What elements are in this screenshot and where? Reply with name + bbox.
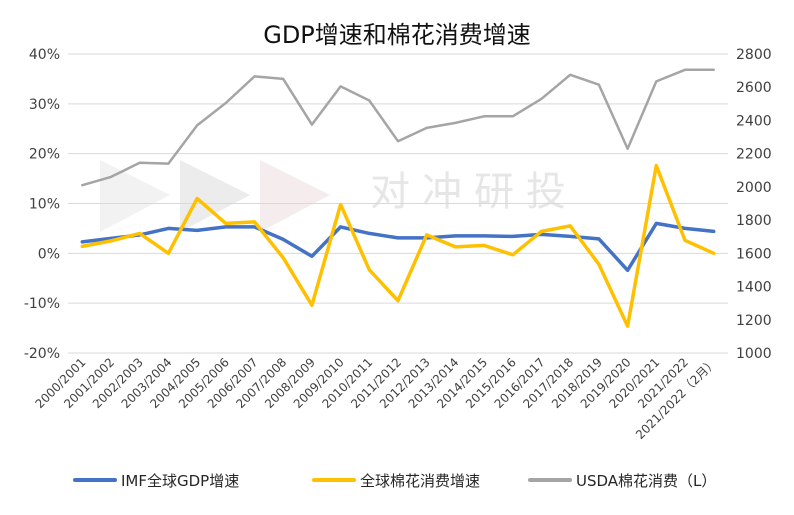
- legend: IMF全球GDP增速 全球棉花消费增速 USDA棉花消费（L）: [73, 472, 716, 490]
- right-tick-label: 2800: [736, 47, 772, 63]
- right-tick-label: 1000: [736, 346, 772, 362]
- right-tick-label: 2600: [736, 80, 772, 96]
- left-tick-label: 0%: [38, 246, 60, 262]
- right-tick-label: 1600: [736, 246, 772, 262]
- left-axis: 40% 30% 20% 10% 0% -10% -20%: [24, 47, 60, 362]
- left-tick-label: -10%: [24, 296, 60, 312]
- right-tick-label: 2200: [736, 147, 772, 163]
- left-tick-label: 10%: [29, 197, 60, 213]
- watermark-text: 对冲研投: [370, 169, 578, 215]
- series-lines: [80, 68, 716, 328]
- watermark-logo-center: [180, 160, 250, 232]
- chart-title: GDP增速和棉花消费增速: [263, 21, 531, 49]
- right-tick-label: 1200: [736, 313, 772, 329]
- watermark-logo-left: [100, 160, 170, 232]
- right-axis: 2800 2600 2400 2200 2000 1800 1600 1400 1200 1000: [736, 47, 772, 362]
- right-tick-label: 1400: [736, 280, 772, 296]
- watermark: 对冲研投: [100, 160, 578, 232]
- left-tick-label: 20%: [29, 147, 60, 163]
- right-tick-label: 2000: [736, 180, 772, 196]
- watermark-logo-right: [260, 160, 330, 232]
- legend-label: 全球棉花消费增速: [360, 472, 480, 490]
- series-line-3: [81, 68, 715, 187]
- legend-label: IMF全球GDP增速: [121, 472, 239, 490]
- series-line-1: [80, 221, 716, 273]
- left-tick-label: 30%: [29, 97, 60, 113]
- legend-label: USDA棉花消费（L）: [576, 472, 716, 490]
- left-tick-label: -20%: [24, 346, 60, 362]
- right-tick-label: 2400: [736, 113, 772, 129]
- left-tick-label: 40%: [29, 47, 60, 63]
- series-line-2: [80, 163, 716, 328]
- right-tick-label: 1800: [736, 213, 772, 229]
